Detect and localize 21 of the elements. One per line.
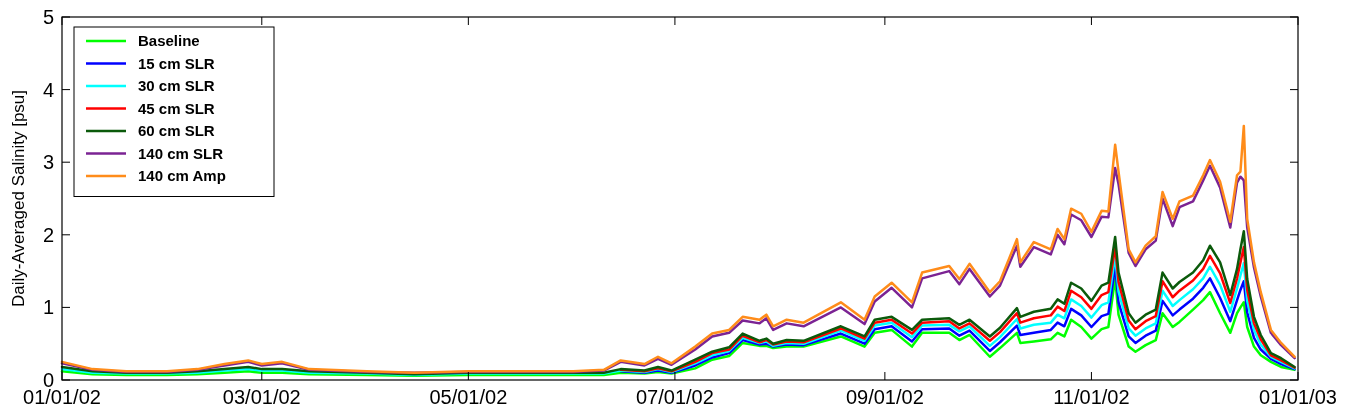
x-tick-label: 01/01/03	[1259, 386, 1337, 408]
y-tick-label: 3	[42, 151, 54, 174]
y-tick-label: 2	[42, 223, 54, 246]
x-tick-label: 01/01/02	[23, 386, 101, 408]
x-tick-label: 11/01/02	[1053, 386, 1130, 408]
x-tick-label: 07/01/02	[635, 386, 714, 408]
legend-label: 60 cm SLR	[138, 122, 215, 140]
legend-label: 30 cm SLR	[138, 77, 215, 95]
legend-label: 140 cm Amp	[138, 167, 226, 185]
legend-label: 15 cm SLR	[138, 54, 215, 72]
legend-label: Baseline	[138, 32, 200, 50]
x-tick-label: 09/01/02	[845, 386, 924, 408]
legend-label: 45 cm SLR	[138, 99, 215, 117]
x-tick-label: 05/01/02	[429, 386, 508, 408]
legend-label: 140 cm SLR	[138, 144, 224, 162]
x-tick-label: 03/01/02	[222, 386, 301, 408]
y-tick-label: 4	[42, 78, 54, 101]
y-tick-label: 1	[42, 296, 54, 319]
line-series	[60, 124, 1296, 374]
y-tick-label: 5	[42, 6, 54, 28]
y-axis-title: Daily-Averaged Salinity [psu]	[9, 89, 28, 308]
